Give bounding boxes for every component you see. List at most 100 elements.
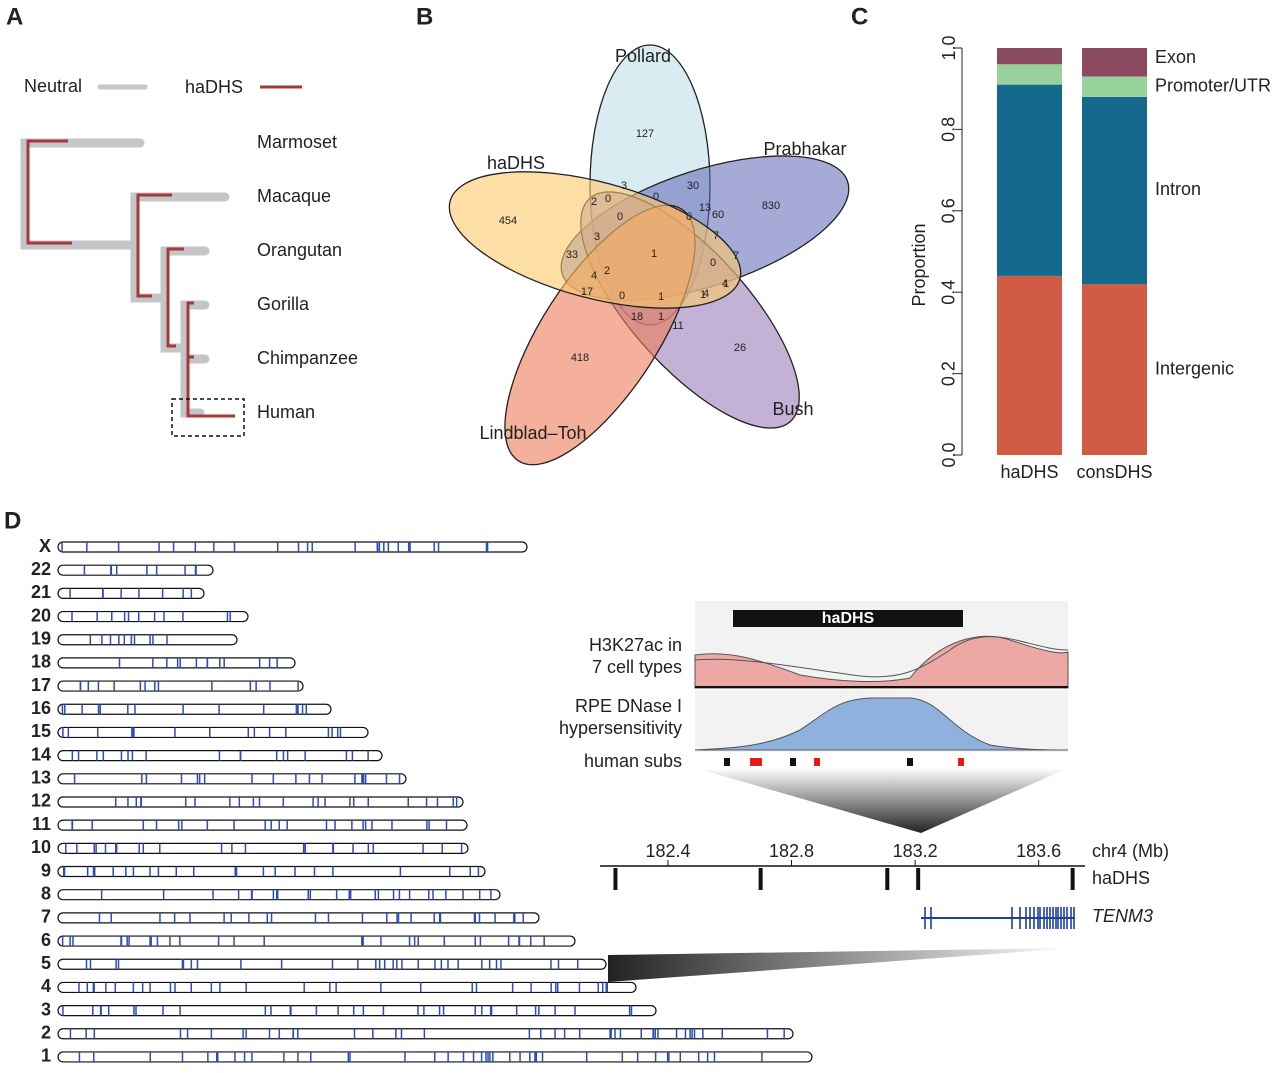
region-count: 4	[722, 278, 728, 290]
series-label: Intron	[1155, 179, 1201, 199]
panel-label: A	[6, 3, 23, 30]
chromosome	[57, 541, 528, 553]
chromosome-label: 14	[31, 744, 51, 764]
region-count: 13	[699, 202, 711, 214]
chromosome	[57, 889, 501, 901]
substitutions	[724, 758, 964, 766]
chromosome	[57, 587, 205, 599]
x-tick-label: 182.4	[645, 841, 690, 861]
region-count: 1	[723, 278, 729, 290]
chromosome	[57, 726, 369, 739]
y-tick-label: 0.6	[939, 198, 959, 223]
region-count: 17	[581, 286, 593, 298]
region-count: 0	[710, 257, 716, 269]
gene-label: TENM3	[1092, 906, 1153, 926]
region-count: 4	[591, 270, 597, 282]
region-count: 26	[734, 342, 746, 354]
y-axis-label: Proportion	[909, 223, 929, 306]
neutral-tree	[20, 138, 230, 418]
highlight-box	[171, 398, 245, 437]
chromosome	[57, 912, 540, 924]
legend-label: Neutral	[24, 76, 82, 96]
hadhs-tree	[26, 139, 235, 418]
series-label: Exon	[1155, 47, 1196, 67]
h3k27ac-signal	[694, 636, 1069, 678]
species-label: Marmoset	[257, 132, 337, 152]
chromosome-label: 16	[31, 698, 51, 718]
chromosome-label: 1	[41, 1046, 51, 1066]
chromosome	[57, 773, 407, 785]
chromosome	[57, 935, 576, 947]
species-label: Chimpanzee	[257, 348, 358, 368]
chromosome-label: 7	[41, 907, 51, 927]
chromosome	[57, 865, 486, 878]
chromosome-label: 20	[31, 605, 51, 625]
x-tick-label: consDHS	[1076, 462, 1152, 482]
chromosome	[57, 657, 296, 669]
region-count: 1	[651, 248, 657, 260]
series-label: Intergenic	[1155, 358, 1234, 378]
chromosome	[57, 1004, 657, 1017]
chromosome-label: 19	[31, 628, 51, 648]
chromosome-label: 6	[41, 930, 51, 950]
region-count: 1	[658, 311, 664, 323]
region-count: 830	[762, 200, 780, 212]
bar-segment	[1082, 48, 1147, 77]
legend-label: haDHS	[185, 77, 243, 97]
bar-segment	[997, 48, 1062, 65]
chromosome-label: 18	[31, 652, 51, 672]
region-count: 2	[604, 265, 610, 277]
chromosome-label: 12	[31, 791, 51, 811]
region-count: 4	[703, 288, 709, 300]
region-count: 0	[617, 211, 623, 223]
zoom-wedge	[608, 948, 1075, 982]
chromosome-label: 22	[31, 559, 51, 579]
region-count: 3	[594, 231, 600, 243]
chromosome	[57, 564, 214, 576]
chromosome-label: 3	[41, 999, 51, 1019]
x-tick-label: 182.8	[769, 841, 814, 861]
bar-segment	[997, 275, 1062, 455]
chromosome	[57, 796, 464, 808]
region-count: 7	[713, 230, 719, 242]
chromosome	[57, 842, 469, 854]
x-tick-label: 183.2	[893, 841, 938, 861]
species-label: Gorilla	[257, 294, 310, 314]
track-label: H3K27ac in	[589, 635, 682, 655]
set-label: haDHS	[487, 153, 545, 173]
chromosome	[57, 680, 304, 692]
region-count: 0	[686, 211, 692, 223]
bar-segment	[1082, 76, 1147, 97]
chromosome-label: 5	[41, 953, 51, 973]
dnase-signal	[694, 697, 1069, 751]
h3k27ac-signal	[694, 635, 1069, 689]
track-label: RPE DNase I	[575, 696, 682, 716]
panel-label: D	[4, 507, 21, 534]
track-label: haDHS	[1092, 868, 1150, 888]
species-label: Orangutan	[257, 240, 342, 260]
region-count: 33	[566, 249, 578, 261]
region-count: 1	[700, 289, 706, 301]
venn-set	[448, 171, 742, 309]
y-tick-label: 0.2	[939, 361, 959, 386]
track-label: hypersensitivity	[559, 718, 682, 738]
region-count: 2	[591, 196, 597, 208]
bar-segment	[1082, 96, 1147, 285]
region-bar	[733, 610, 963, 627]
chromosome-label: 10	[31, 837, 51, 857]
track-label: 7 cell types	[592, 657, 682, 677]
set-label: Lindblad–Toh	[479, 423, 586, 443]
chromosome	[57, 703, 332, 715]
bar-segment	[997, 64, 1062, 85]
region-count: 0	[605, 193, 611, 205]
region-label: haDHS	[822, 610, 875, 627]
chromosome	[57, 1028, 794, 1040]
chromosome-label: 11	[32, 814, 51, 834]
chromosome-label: 17	[31, 675, 51, 695]
panel-label: B	[416, 3, 433, 30]
species-label: Human	[257, 402, 315, 422]
x-tick-label: haDHS	[1000, 462, 1058, 482]
region-count: 0	[619, 290, 625, 302]
y-tick-label: 0.4	[939, 280, 959, 305]
bar-segment	[997, 84, 1062, 276]
